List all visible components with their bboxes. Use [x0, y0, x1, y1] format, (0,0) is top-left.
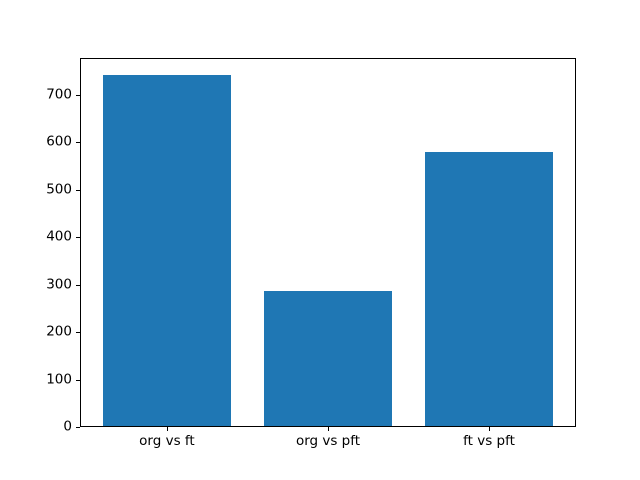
- y-tick-label: 500: [46, 180, 72, 197]
- bar-ft-vs-pft: [424, 151, 554, 426]
- plot-area: [80, 58, 576, 427]
- x-tick-label: ft vs pft: [463, 433, 515, 449]
- bar-org-vs-pft: [263, 291, 393, 426]
- x-tick-label: org vs ft: [139, 433, 195, 449]
- y-tick-mark: [76, 332, 80, 334]
- x-tick-mark: [489, 427, 491, 431]
- y-tick-label: 400: [46, 228, 72, 245]
- y-tick-label: 0: [63, 418, 72, 435]
- y-tick-label: 700: [46, 85, 72, 102]
- x-tick-mark: [166, 427, 168, 431]
- y-tick-mark: [76, 284, 80, 286]
- y-tick-label: 200: [46, 323, 72, 340]
- y-tick-mark: [76, 237, 80, 239]
- y-tick-mark: [76, 379, 80, 381]
- y-tick-mark: [76, 189, 80, 191]
- y-tick-label: 100: [46, 370, 72, 387]
- y-tick-mark: [76, 94, 80, 96]
- y-tick-mark: [76, 142, 80, 144]
- y-tick-label: 600: [46, 133, 72, 150]
- x-tick-mark: [328, 427, 329, 431]
- y-tick-mark: [76, 427, 80, 428]
- x-tick-label: org vs pft: [295, 433, 361, 449]
- bar-org-vs-ft: [102, 74, 232, 426]
- y-tick-label: 300: [46, 275, 72, 292]
